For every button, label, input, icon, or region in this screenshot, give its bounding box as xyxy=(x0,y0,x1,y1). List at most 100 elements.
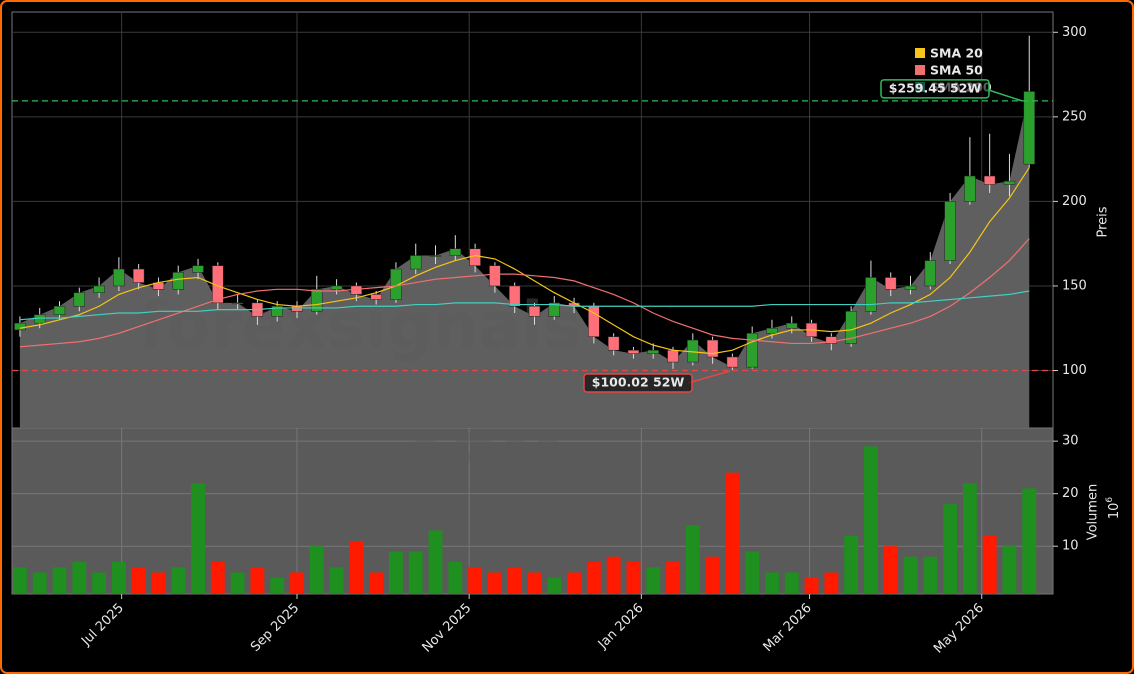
volume-bar xyxy=(666,561,680,594)
volume-bar xyxy=(329,567,344,594)
candle-body xyxy=(113,268,125,287)
volume-bar xyxy=(191,483,205,594)
candle-body xyxy=(271,305,283,317)
volume-bar xyxy=(646,567,661,594)
volume-bar xyxy=(131,567,146,594)
sma-line xyxy=(19,290,1030,321)
candle-body xyxy=(825,336,838,344)
candle-body xyxy=(330,285,343,290)
legend-label: SMA 20 xyxy=(930,46,983,61)
volume-bar xyxy=(230,572,245,594)
volume-bar xyxy=(586,561,601,594)
candle-body xyxy=(924,260,936,287)
symbol-watermark: ARM xyxy=(401,422,564,496)
candle-body xyxy=(192,265,204,273)
y-tick-label: 250 xyxy=(1062,109,1087,124)
close-area xyxy=(19,91,1030,428)
candle-body xyxy=(726,356,739,368)
volume-bar xyxy=(52,567,67,594)
candle-body xyxy=(311,289,323,312)
volume-bar xyxy=(685,525,700,594)
candle-body xyxy=(469,248,481,266)
y-axis-label: Preis xyxy=(1096,206,1111,237)
candle-body xyxy=(53,305,66,315)
label-box xyxy=(583,373,693,393)
volume-bar xyxy=(468,567,483,594)
volume-bar xyxy=(12,567,27,594)
candle-body xyxy=(1003,180,1016,185)
volume-bar xyxy=(349,540,364,594)
y-tick-label: 100 xyxy=(1062,363,1087,378)
volume-bar xyxy=(428,530,443,594)
volume-bar xyxy=(745,551,760,594)
volume-bar xyxy=(369,572,384,594)
volume-bar xyxy=(923,556,938,594)
candle-body xyxy=(944,201,956,261)
scale-exponent: 6 xyxy=(1105,497,1115,503)
candle-body xyxy=(647,349,659,354)
volume-bar xyxy=(725,472,740,594)
volume-bar xyxy=(824,572,839,594)
y-tick-label: 150 xyxy=(1062,278,1087,293)
volume-bar xyxy=(863,446,878,594)
legend-label: SMA 50 xyxy=(930,63,983,78)
candle-body xyxy=(548,302,560,317)
volume-scale: 106 xyxy=(1105,497,1122,520)
candle-body xyxy=(508,285,521,307)
arrow xyxy=(687,370,731,384)
reference-label: $259.45 52W xyxy=(889,80,982,95)
volume-bar xyxy=(270,577,285,594)
volume-bar xyxy=(1002,546,1017,594)
candle-body xyxy=(885,277,897,290)
volume-bar xyxy=(547,577,562,594)
label-box xyxy=(880,79,990,99)
candle-body xyxy=(706,339,719,358)
volume-bar xyxy=(111,561,126,594)
candle-body xyxy=(489,265,501,287)
candle-body xyxy=(786,322,798,329)
volume-bar xyxy=(487,572,502,594)
volume-bar xyxy=(606,556,621,594)
volume-bar xyxy=(171,567,186,594)
volume-bar xyxy=(151,572,166,594)
volume-bar xyxy=(389,551,403,594)
candle-body xyxy=(93,285,105,293)
volume-bar xyxy=(567,572,581,594)
volume-bar xyxy=(705,556,720,594)
volume-bar xyxy=(210,561,225,594)
volume-bar xyxy=(72,561,87,594)
volume-bar xyxy=(982,535,997,594)
candle-body xyxy=(528,305,541,317)
y-tick-label: 30 xyxy=(1062,434,1079,449)
volume-bar xyxy=(309,546,324,594)
volume-bar xyxy=(844,535,859,594)
candle-body xyxy=(410,255,422,270)
candle-body xyxy=(370,294,382,300)
candle-body xyxy=(1023,91,1035,165)
candle-body xyxy=(291,305,303,312)
volume-bar xyxy=(903,556,918,594)
candle-body xyxy=(627,349,640,354)
volume-bar xyxy=(943,504,958,594)
candle-body xyxy=(73,292,85,307)
candle-body xyxy=(429,255,442,257)
y-tick-label: 10 xyxy=(1062,539,1079,554)
arrow xyxy=(984,88,1023,102)
reference-label: $100.02 52W xyxy=(592,375,685,390)
volume-bar xyxy=(626,561,641,594)
volume-bar xyxy=(883,546,898,594)
y-tick-label: 300 xyxy=(1062,25,1087,40)
candle-body xyxy=(964,175,976,202)
volume-bar xyxy=(290,572,304,594)
volume-axis-label: Volumen xyxy=(1086,484,1101,541)
volume-bar xyxy=(962,483,977,594)
candle-body xyxy=(904,285,917,290)
y-tick-label: 20 xyxy=(1062,486,1079,501)
volume-bar xyxy=(448,561,463,594)
volume-bar xyxy=(32,572,47,594)
candle-body xyxy=(983,175,996,185)
legend-swatch xyxy=(915,65,925,75)
y-tick-label: 200 xyxy=(1062,194,1087,209)
candle-body xyxy=(172,272,184,290)
